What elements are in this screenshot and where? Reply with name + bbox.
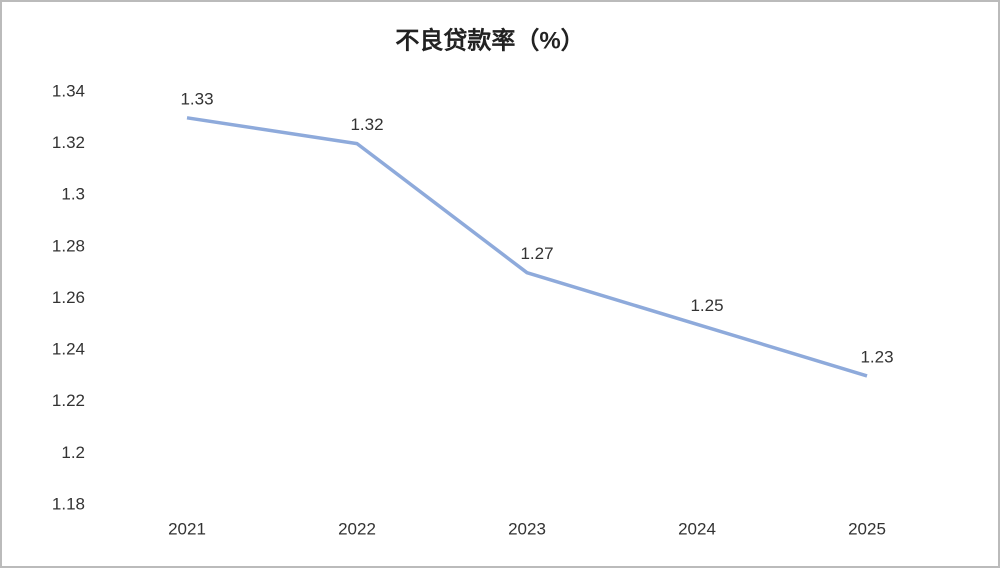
y-tick-label: 1.34 <box>52 81 85 100</box>
y-tick-label: 1.26 <box>52 288 85 307</box>
data-label: 1.33 <box>180 89 213 108</box>
data-label: 1.25 <box>690 296 723 315</box>
y-tick-label: 1.24 <box>52 340 85 359</box>
y-tick-label: 1.2 <box>61 443 85 462</box>
y-tick-label: 1.18 <box>52 494 85 513</box>
data-label: 1.27 <box>520 244 553 263</box>
x-tick-label: 2021 <box>168 519 206 538</box>
data-label: 1.32 <box>350 115 383 134</box>
x-tick-label: 2024 <box>678 519 716 538</box>
data-line <box>186 116 868 378</box>
x-tick-label: 2025 <box>848 519 886 538</box>
chart-title: 不良贷款率（%） <box>395 26 584 54</box>
y-tick-label: 1.22 <box>52 391 85 410</box>
y-tick-label: 1.32 <box>52 133 85 152</box>
x-tick-label: 2022 <box>338 519 376 538</box>
data-label: 1.23 <box>860 347 893 366</box>
y-tick-label: 1.28 <box>52 236 85 255</box>
y-tick-label: 1.3 <box>61 185 85 204</box>
x-tick-label: 2023 <box>508 519 546 538</box>
